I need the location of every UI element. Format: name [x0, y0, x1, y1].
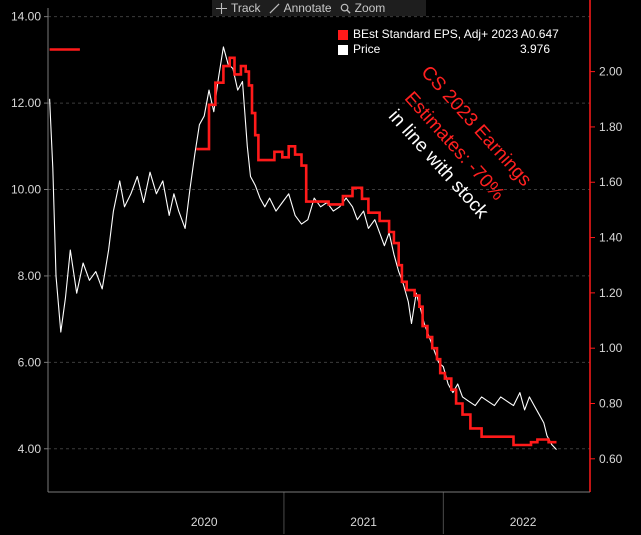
legend-value-eps: 0.647: [528, 27, 559, 41]
price-series-line: [49, 46, 557, 450]
annotate-icon: [269, 2, 280, 14]
right-tick-label-5: 1.00: [599, 341, 623, 355]
annotate-button[interactable]: Annotate: [269, 1, 332, 15]
legend-name-eps: BEst Standard EPS, Adj+ 2023 A: [353, 27, 529, 41]
right-tick-label-4: 1.20: [599, 286, 623, 300]
legend-name-price: Price: [353, 42, 381, 56]
eps-series-line: [196, 56, 557, 447]
legend-row-eps: BEst Standard EPS, Adj+ 2023 A 0.647: [338, 27, 559, 42]
legend-value-price: 3.976: [519, 42, 550, 56]
left-tick-label-0: 14.00: [11, 10, 41, 24]
right-tick-label-3: 1.40: [599, 231, 623, 245]
track-button[interactable]: Track: [216, 1, 261, 15]
x-tick-label-2022: 2022: [510, 515, 537, 529]
x-tick-label-2020: 2020: [191, 515, 218, 529]
zoom-label: Zoom: [354, 1, 386, 15]
right-tick-label-2: 1.60: [599, 175, 623, 189]
right-tick-label-0: 2.00: [599, 65, 623, 79]
chart-toolbar: Track Annotate Zoom: [212, 0, 426, 16]
chart-legend: BEst Standard EPS, Adj+ 2023 A 0.647 Pri…: [338, 27, 559, 57]
right-tick-label-6: 0.80: [599, 396, 623, 410]
left-tick-label-3: 8.00: [18, 269, 42, 283]
right-tick-label-1: 1.80: [599, 120, 623, 134]
x-tick-label-2021: 2021: [350, 515, 377, 529]
legend-swatch-eps: [338, 29, 348, 40]
crosshair-icon: [216, 2, 227, 14]
zoom-button[interactable]: Zoom: [340, 1, 386, 15]
zoom-icon: [340, 3, 351, 14]
annotate-label: Annotate: [283, 1, 332, 15]
left-tick-label-4: 6.00: [18, 355, 42, 369]
left-tick-label-2: 10.00: [11, 183, 41, 197]
legend-row-price: Price 3.976: [338, 42, 550, 57]
right-tick-label-7: 0.60: [599, 452, 623, 466]
legend-swatch-price: [338, 44, 348, 55]
left-tick-label-1: 12.00: [11, 96, 41, 110]
track-label: Track: [231, 1, 261, 15]
left-tick-label-5: 4.00: [18, 442, 42, 456]
